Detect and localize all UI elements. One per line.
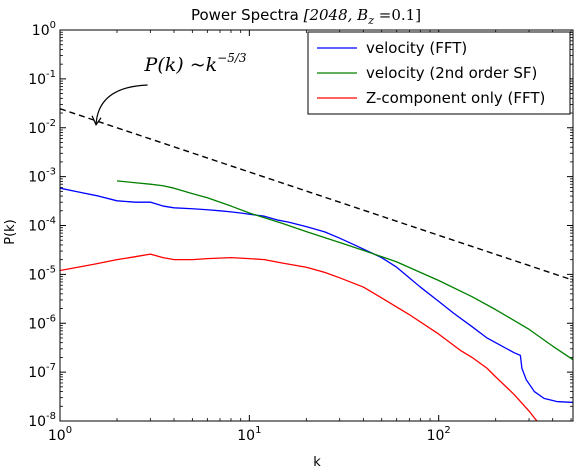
title-prefix: Power Spectra	[191, 6, 304, 24]
y-tick-label: 10-1	[28, 69, 56, 88]
legend-label-velocity-sf: velocity (2nd order SF)	[366, 64, 537, 82]
reference-slope-line	[60, 108, 573, 281]
annotation-label: P(k) ~k−5/3	[144, 51, 247, 76]
title-math: [2048, B	[304, 6, 369, 24]
x-tick-label: 100	[48, 425, 72, 444]
chart-title: Power Spectra [2048, Bz =0.1]	[191, 6, 421, 27]
y-tick-label: 10-3	[28, 167, 56, 186]
y-tick-label: 10-5	[28, 264, 56, 283]
series-lines	[60, 108, 573, 421]
title-tail: =0.1]	[374, 6, 421, 24]
slope-annotation: P(k) ~k−5/3	[91, 51, 247, 126]
x-axis-label: k	[313, 455, 321, 470]
annotation-arrowhead	[91, 115, 102, 126]
y-tick-label: 100	[32, 20, 56, 39]
y-tick-label: 10-7	[28, 362, 56, 381]
series-line-velocity-fft	[60, 187, 573, 404]
series-line-velocity-2nd-order-sf	[116, 180, 573, 361]
legend-label-velocity-fft: velocity (FFT)	[366, 39, 467, 57]
y-axis-label: P(k)	[3, 219, 18, 245]
y-tick-label: 10-4	[28, 216, 56, 235]
axis-ticks: 100 101 102 100 10-1 10-2 10-3 10-4 10-5 10-6 10-7…	[28, 20, 573, 444]
y-tick-label: 10-2	[28, 118, 56, 137]
y-tick-label: 10-8	[28, 411, 56, 430]
title-subscript: z	[367, 14, 374, 27]
x-tick-label: 102	[427, 425, 451, 444]
x-tick-label: 101	[237, 425, 261, 444]
series-line-z-component-only-fft	[60, 253, 538, 421]
legend-label-z-component: Z-component only (FFT)	[366, 89, 545, 107]
y-tick-label: 10-6	[28, 313, 56, 332]
plot-frame	[59, 29, 574, 422]
annotation-arrow	[95, 84, 148, 125]
legend: velocity (FFT) velocity (2nd order SF) Z…	[307, 31, 571, 115]
